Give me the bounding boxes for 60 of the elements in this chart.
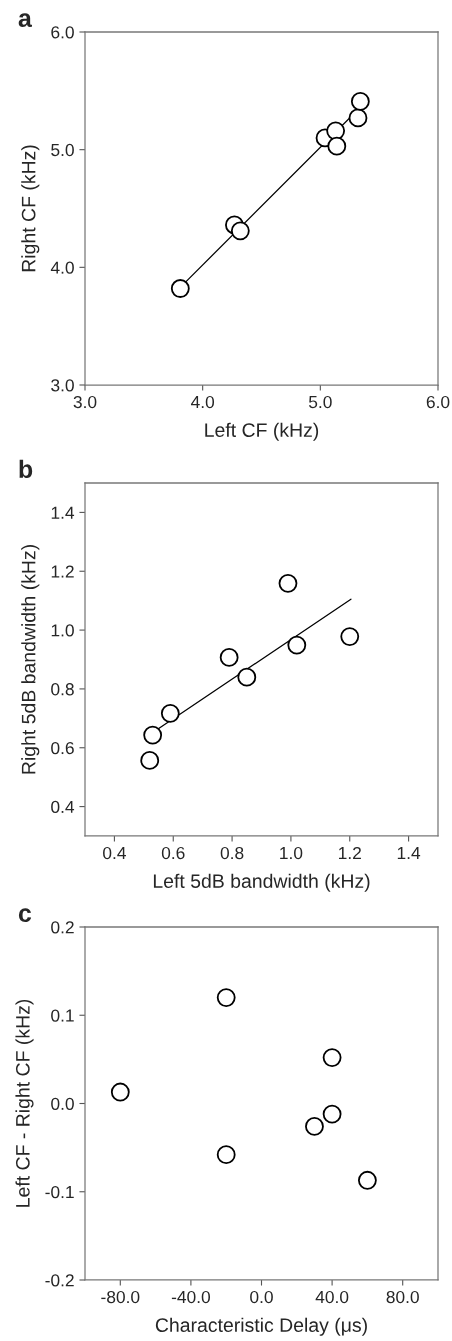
x-tick-label: 1.4 <box>397 847 421 859</box>
point <box>219 648 239 667</box>
point <box>348 108 368 128</box>
y-tick-label: 0.4 <box>51 800 75 814</box>
x-axis-title: Characteristic Delay (μs) <box>155 1317 367 1336</box>
point <box>340 627 360 646</box>
point <box>237 667 257 687</box>
x-axis-title: Left CF (kHz) <box>205 422 319 441</box>
chart-title: b <box>19 459 33 479</box>
y-tick-label: 0.0 <box>51 1097 74 1110</box>
y-tick-label: -0.1 <box>45 1185 74 1199</box>
point <box>327 136 347 156</box>
y-axis-title: Right CF (kHz) <box>21 145 40 272</box>
x-tick-label: 40.0 <box>315 1290 349 1304</box>
y-axis-title: Left CF - Right CF (kHz) <box>15 999 34 1207</box>
point <box>350 92 370 111</box>
y-tick-label: -0.2 <box>45 1274 74 1287</box>
x-tick-label: 6.0 <box>426 395 450 409</box>
point <box>140 750 160 770</box>
point <box>143 725 163 745</box>
point <box>110 1082 130 1102</box>
y-tick-label: 4.0 <box>50 261 74 274</box>
y-tick-label: 1.2 <box>51 565 74 578</box>
x-tick-label: 1.2 <box>339 846 361 859</box>
x-tick-label: 0.6 <box>161 846 185 860</box>
y-tick-label: 0.1 <box>51 1009 74 1022</box>
point <box>287 635 307 655</box>
chart-title: c <box>18 908 32 923</box>
point <box>216 988 236 1008</box>
x-tick-label: 0.4 <box>103 846 126 860</box>
point <box>170 279 190 298</box>
point <box>278 573 298 593</box>
x-tick-label: 5.0 <box>308 395 332 409</box>
x-tick-label: 80.0 <box>386 1290 419 1304</box>
point <box>326 121 346 141</box>
point <box>357 1170 377 1190</box>
point <box>322 1048 342 1068</box>
y-tick-label: 0.8 <box>51 683 74 696</box>
x-tick-label: 0.0 <box>250 1290 273 1304</box>
point <box>160 703 180 723</box>
y-tick-label: 3.0 <box>51 379 74 392</box>
point <box>322 1104 342 1124</box>
y-tick-label: 1.0 <box>51 624 74 637</box>
y-tick-label: 6.0 <box>51 26 74 39</box>
point <box>305 1117 324 1136</box>
point <box>216 1145 236 1165</box>
x-tick-label: 1.0 <box>280 846 303 860</box>
y-tick-label: 5.0 <box>51 143 74 157</box>
x-tick-label: 3.0 <box>73 395 97 409</box>
chart-title: a <box>18 13 32 28</box>
x-tick-label: -80.0 <box>101 1290 140 1304</box>
point <box>230 221 250 241</box>
x-axis-title: Left 5dB bandwidth (kHz) <box>153 873 370 892</box>
y-tick-label: 0.2 <box>51 921 74 934</box>
x-tick-label: 4.0 <box>191 395 215 409</box>
x-tick-label: 0.8 <box>220 846 244 860</box>
y-axis-title: Right 5dB bandwidth (kHz) <box>21 545 40 774</box>
x-tick-label: -40.0 <box>171 1290 211 1304</box>
y-tick-label: 0.6 <box>51 741 74 755</box>
y-tick-label: 1.4 <box>51 506 75 519</box>
